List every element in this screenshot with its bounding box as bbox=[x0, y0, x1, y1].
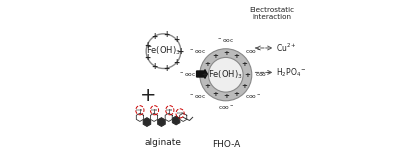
Text: Cu$^{2+}$: Cu$^{2+}$ bbox=[276, 42, 297, 54]
Text: Electrostatic
interaction: Electrostatic interaction bbox=[250, 7, 295, 20]
Text: +: + bbox=[152, 32, 158, 41]
Text: coo: coo bbox=[166, 108, 173, 112]
Text: coo$^-$: coo$^-$ bbox=[218, 104, 234, 112]
Text: +: + bbox=[241, 83, 247, 89]
Text: $^-$ooc: $^-$ooc bbox=[217, 37, 234, 45]
Text: Fe(OH)$_3$: Fe(OH)$_3$ bbox=[208, 69, 243, 81]
FancyArrow shape bbox=[197, 70, 207, 78]
Text: +: + bbox=[204, 83, 210, 89]
Text: +: + bbox=[144, 41, 150, 50]
Polygon shape bbox=[180, 113, 187, 121]
Polygon shape bbox=[143, 118, 150, 126]
Text: +: + bbox=[223, 93, 229, 99]
Text: +: + bbox=[234, 53, 239, 59]
Text: coo$^-$: coo$^-$ bbox=[245, 48, 261, 56]
Text: H$_2$PO$_4$$^-$: H$_2$PO$_4$$^-$ bbox=[276, 66, 307, 79]
Text: $^-$ooc: $^-$ooc bbox=[179, 71, 196, 79]
Text: $^-$ooc: $^-$ooc bbox=[189, 93, 207, 101]
Text: +: + bbox=[139, 86, 156, 105]
Text: +: + bbox=[244, 72, 250, 78]
Text: +: + bbox=[178, 47, 184, 56]
Text: +: + bbox=[234, 90, 239, 97]
Text: FHO-A: FHO-A bbox=[212, 140, 240, 149]
Text: coo: coo bbox=[151, 108, 158, 112]
Text: +: + bbox=[152, 62, 158, 71]
Text: +: + bbox=[223, 50, 229, 56]
Polygon shape bbox=[136, 113, 143, 121]
Text: +: + bbox=[163, 30, 170, 38]
Text: +: + bbox=[212, 90, 218, 97]
Polygon shape bbox=[158, 118, 165, 126]
Text: +: + bbox=[204, 61, 210, 67]
Text: +: + bbox=[173, 35, 180, 45]
Polygon shape bbox=[173, 116, 180, 125]
Text: +: + bbox=[241, 61, 247, 67]
Text: $^-$ooc: $^-$ooc bbox=[189, 48, 207, 56]
Polygon shape bbox=[150, 113, 158, 121]
Text: +: + bbox=[201, 72, 207, 78]
Text: +: + bbox=[163, 64, 170, 73]
Text: coo$^-$: coo$^-$ bbox=[255, 71, 271, 79]
Text: +: + bbox=[173, 58, 180, 67]
Text: coo: coo bbox=[176, 111, 184, 115]
Polygon shape bbox=[165, 113, 172, 121]
Circle shape bbox=[208, 57, 243, 92]
Text: coo$^-$: coo$^-$ bbox=[245, 93, 261, 101]
Text: +: + bbox=[144, 53, 150, 62]
Text: coo: coo bbox=[136, 108, 144, 112]
Text: +: + bbox=[212, 53, 218, 59]
Text: alginate: alginate bbox=[144, 138, 181, 147]
Text: Fe(OH)$_3$: Fe(OH)$_3$ bbox=[146, 45, 181, 57]
Circle shape bbox=[200, 49, 252, 101]
